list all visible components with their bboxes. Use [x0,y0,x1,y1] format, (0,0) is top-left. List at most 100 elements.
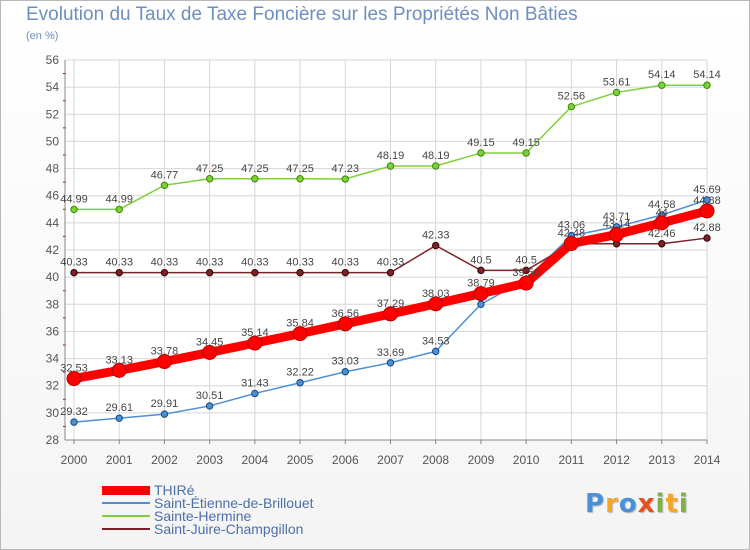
data-point [296,268,304,277]
data-label: 47.25 [196,163,224,175]
data-point [160,268,169,277]
logo-letter: t [665,489,679,519]
data-label: 43.06 [558,220,586,232]
data-point [341,175,349,183]
data-point [296,175,304,183]
data-label: 42.33 [422,230,450,242]
data-label: 33.03 [332,356,360,368]
data-label: 49.15 [512,137,540,149]
data-point [654,215,670,231]
data-label: 40.33 [151,257,179,269]
data-label: 40.33 [377,257,405,269]
data-label: 40.33 [196,257,224,269]
data-label: 43.71 [603,211,631,223]
data-label: 46.77 [151,169,179,181]
data-label: 35.14 [241,327,269,339]
data-label: 47.23 [332,163,360,175]
y-tick-label: 32 [46,379,60,393]
data-label: 48.19 [422,150,450,162]
y-tick-label: 30 [46,406,60,420]
data-point [205,175,214,183]
data-label: 53.61 [603,76,631,88]
legend-swatch [102,502,150,504]
legend-label: THIRé [154,482,195,498]
y-tick-label: 46 [46,189,60,203]
data-point [292,326,308,342]
x-tick-label: 2007 [377,453,404,467]
data-point [111,362,127,378]
data-label: 45.69 [693,184,721,196]
data-label: 36.56 [332,308,360,320]
data-point [202,344,218,360]
data-label: 33.13 [105,354,133,366]
data-point [432,347,440,356]
data-point [70,268,78,277]
data-label: 40.5 [515,254,536,266]
series-3 [70,234,711,277]
x-tick-label: 2004 [242,453,269,467]
x-tick-label: 2013 [648,453,675,467]
legend-swatch [102,528,150,530]
y-tick-label: 34 [46,352,60,366]
series-0 [66,203,715,387]
data-point [477,149,485,157]
data-point [251,389,259,398]
data-point [386,359,395,367]
data-point [473,286,489,302]
y-tick-label: 52 [46,107,60,121]
data-point [296,379,304,387]
data-label: 30.51 [196,390,224,402]
x-tick-label: 2005 [287,453,314,467]
y-tick-label: 36 [46,324,60,338]
data-point [563,235,579,251]
legend-swatch [102,485,150,495]
x-tick-label: 2003 [196,453,223,467]
data-point [160,410,169,418]
logo-letter: i [655,489,666,519]
x-tick-label: 2002 [151,453,178,467]
data-label: 35.84 [286,318,314,330]
data-point [386,268,395,277]
legend-label: Saint-Étienne-de-Brillouet [154,495,314,511]
logo-letter: r [605,489,619,519]
data-point [612,88,621,97]
data-label: 44.99 [60,193,88,205]
data-point [658,81,666,89]
data-label: 31.43 [241,377,269,389]
data-label: 39.56 [512,267,540,279]
x-tick-label: 2008 [422,453,449,467]
data-label: 44.88 [693,195,721,207]
data-label: 44 [656,207,668,219]
y-tick-label: 56 [46,53,60,67]
data-label: 40.33 [332,257,360,269]
logo-letter: P [585,489,606,519]
data-point [658,240,666,248]
data-point [703,196,711,204]
data-label: 54.14 [693,69,721,81]
data-label: 38.03 [422,288,450,300]
data-label: 54.14 [648,69,676,81]
data-label: 44.99 [105,193,133,205]
data-point [341,368,349,376]
data-point [70,418,78,426]
data-label: 42.46 [648,228,676,240]
data-label: 29.91 [151,398,179,410]
series-2 [70,81,711,214]
data-label: 34.53 [422,335,450,347]
data-label: 40.5 [470,254,491,266]
data-label: 37.29 [377,298,405,310]
chart-title: Evolution du Taux de Taxe Foncière sur l… [26,4,578,25]
x-tick-label: 2009 [468,453,495,467]
x-tick-label: 2012 [603,453,630,467]
data-label: 38.79 [467,278,495,290]
data-point [703,81,711,89]
data-point [251,268,259,277]
data-point [477,266,485,275]
y-tick-label: 48 [46,162,60,176]
data-point [428,296,444,312]
y-tick-label: 38 [46,297,60,311]
legend-swatch [102,515,150,517]
x-tick-label: 2010 [513,453,540,467]
data-point [156,354,172,370]
